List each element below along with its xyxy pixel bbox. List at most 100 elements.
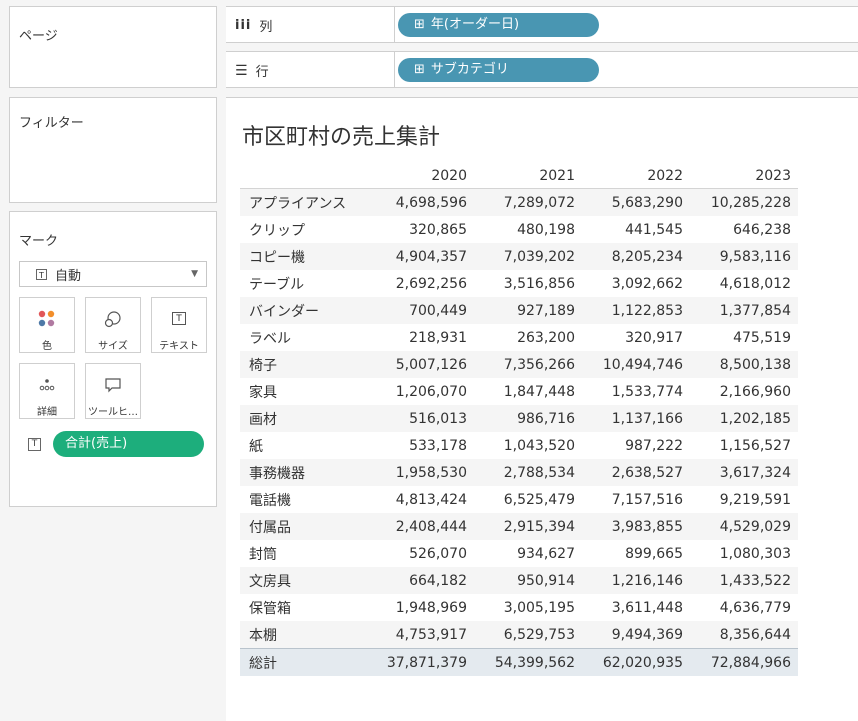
total-cell[interactable]: 54,399,562 — [474, 648, 582, 676]
row-header[interactable]: 保管箱 — [249, 600, 291, 617]
value-cell[interactable]: 934,627 — [517, 545, 575, 562]
row-header[interactable]: バインダー — [240, 297, 366, 324]
value-cell[interactable]: 1,156,527 — [719, 437, 791, 454]
row-header[interactable]: 文房具 — [240, 567, 366, 594]
detail-button[interactable]: 詳細 — [19, 363, 75, 419]
value-cell[interactable]: 6,525,479 — [503, 491, 575, 508]
value-cell[interactable]: 9,494,369 — [582, 621, 690, 649]
value-cell[interactable]: 2,638,527 — [582, 459, 690, 486]
value-cell[interactable]: 9,583,116 — [690, 243, 798, 270]
value-cell[interactable]: 700,449 — [366, 297, 474, 324]
column-header[interactable]: 2023 — [690, 164, 798, 189]
value-cell[interactable]: 646,238 — [733, 221, 791, 238]
value-cell[interactable]: 1,137,166 — [582, 405, 690, 432]
row-header[interactable]: 封筒 — [249, 546, 277, 563]
column-header[interactable]: 2021 — [474, 164, 582, 189]
value-cell[interactable]: 1,533,774 — [611, 383, 683, 400]
value-cell[interactable]: 533,178 — [409, 437, 467, 454]
value-cell[interactable]: 1,377,854 — [690, 297, 798, 324]
value-cell[interactable]: 1,958,530 — [366, 459, 474, 486]
mark-type-dropdown[interactable]: T 自動 ▼ — [19, 261, 207, 287]
view-title[interactable]: 市区町村の売上集計 — [242, 125, 441, 150]
value-cell[interactable]: 3,617,324 — [690, 459, 798, 486]
value-cell[interactable]: 3,092,662 — [611, 275, 683, 292]
total-cell[interactable]: 62,020,935 — [582, 648, 690, 676]
value-cell[interactable]: 4,698,596 — [366, 188, 474, 216]
value-cell[interactable]: 927,189 — [474, 297, 582, 324]
total-cell[interactable]: 37,871,379 — [366, 648, 474, 676]
total-cell[interactable]: 72,884,966 — [690, 648, 798, 676]
value-cell[interactable]: 987,222 — [625, 437, 683, 454]
value-cell[interactable]: 5,007,126 — [366, 351, 474, 378]
value-cell[interactable]: 8,205,234 — [582, 243, 690, 270]
pages-card[interactable]: ページ — [9, 6, 217, 88]
value-cell[interactable]: 1,122,853 — [582, 297, 690, 324]
size-button[interactable]: サイズ — [85, 297, 141, 353]
value-cell[interactable]: 2,915,394 — [474, 513, 582, 540]
value-cell[interactable]: 1,948,969 — [395, 599, 467, 616]
row-header[interactable]: 本棚 — [240, 621, 366, 649]
value-cell[interactable]: 4,636,779 — [719, 599, 791, 616]
value-cell[interactable]: 1,216,146 — [582, 567, 690, 594]
value-cell[interactable]: 526,070 — [409, 545, 467, 562]
row-header[interactable]: ラベル — [249, 330, 291, 347]
value-cell[interactable]: 1,206,070 — [395, 383, 467, 400]
value-cell[interactable]: 10,494,746 — [582, 351, 690, 378]
subcategory-pill[interactable]: ⊞ サブカテゴリ — [398, 58, 599, 82]
value-cell[interactable]: 2,788,534 — [474, 459, 582, 486]
value-cell[interactable]: 899,665 — [625, 545, 683, 562]
row-header[interactable]: 椅子 — [240, 351, 366, 378]
value-cell[interactable]: 2,692,256 — [395, 275, 467, 292]
color-button[interactable]: 色 — [19, 297, 75, 353]
value-cell[interactable]: 3,005,195 — [503, 599, 575, 616]
value-cell[interactable]: 4,529,029 — [690, 513, 798, 540]
value-cell[interactable]: 7,157,516 — [611, 491, 683, 508]
value-cell[interactable]: 475,519 — [733, 329, 791, 346]
value-cell[interactable]: 2,408,444 — [366, 513, 474, 540]
order-year-pill[interactable]: ⊞ 年(オーダー日) — [398, 13, 599, 37]
total-label[interactable]: 総計 — [240, 648, 366, 676]
value-cell[interactable]: 10,285,228 — [690, 188, 798, 216]
value-cell[interactable]: 1,043,520 — [503, 437, 575, 454]
column-header[interactable]: 2022 — [582, 164, 690, 189]
tooltip-button[interactable]: ツールヒ… — [85, 363, 141, 419]
value-cell[interactable]: 7,356,266 — [474, 351, 582, 378]
row-header[interactable]: 電話機 — [249, 492, 291, 509]
value-cell[interactable]: 9,219,591 — [719, 491, 791, 508]
value-cell[interactable]: 3,611,448 — [611, 599, 683, 616]
value-cell[interactable]: 950,914 — [474, 567, 582, 594]
value-cell[interactable]: 4,753,917 — [366, 621, 474, 649]
value-cell[interactable]: 1,433,522 — [690, 567, 798, 594]
value-cell[interactable]: 3,983,855 — [582, 513, 690, 540]
value-cell[interactable]: 3,516,856 — [503, 275, 575, 292]
row-header[interactable]: クリップ — [249, 222, 305, 239]
text-button[interactable]: T テキスト — [151, 297, 207, 353]
value-cell[interactable]: 441,545 — [625, 221, 683, 238]
value-cell[interactable]: 664,182 — [366, 567, 474, 594]
value-cell[interactable]: 8,356,644 — [690, 621, 798, 649]
value-cell[interactable]: 1,202,185 — [690, 405, 798, 432]
value-cell[interactable]: 4,813,424 — [395, 491, 467, 508]
value-cell[interactable]: 1,080,303 — [719, 545, 791, 562]
row-header[interactable]: 付属品 — [240, 513, 366, 540]
sum-sales-pill[interactable]: 合計(売上) — [53, 431, 204, 457]
value-cell[interactable]: 320,917 — [625, 329, 683, 346]
row-header[interactable]: 画材 — [240, 405, 366, 432]
value-cell[interactable]: 4,904,357 — [366, 243, 474, 270]
value-cell[interactable]: 7,289,072 — [474, 188, 582, 216]
row-header[interactable]: コピー機 — [240, 243, 366, 270]
row-header[interactable]: 家具 — [249, 384, 277, 401]
value-cell[interactable]: 2,166,960 — [719, 383, 791, 400]
value-cell[interactable]: 218,931 — [409, 329, 467, 346]
value-cell[interactable]: 1,847,448 — [503, 383, 575, 400]
value-cell[interactable]: 986,716 — [474, 405, 582, 432]
value-cell[interactable]: 5,683,290 — [582, 188, 690, 216]
value-cell[interactable]: 320,865 — [409, 221, 467, 238]
value-cell[interactable]: 4,618,012 — [719, 275, 791, 292]
value-cell[interactable]: 6,529,753 — [474, 621, 582, 649]
column-header[interactable]: 2020 — [366, 164, 474, 189]
row-header[interactable]: 紙 — [249, 438, 263, 455]
value-cell[interactable]: 480,198 — [517, 221, 575, 238]
value-cell[interactable]: 7,039,202 — [474, 243, 582, 270]
value-cell[interactable]: 516,013 — [366, 405, 474, 432]
